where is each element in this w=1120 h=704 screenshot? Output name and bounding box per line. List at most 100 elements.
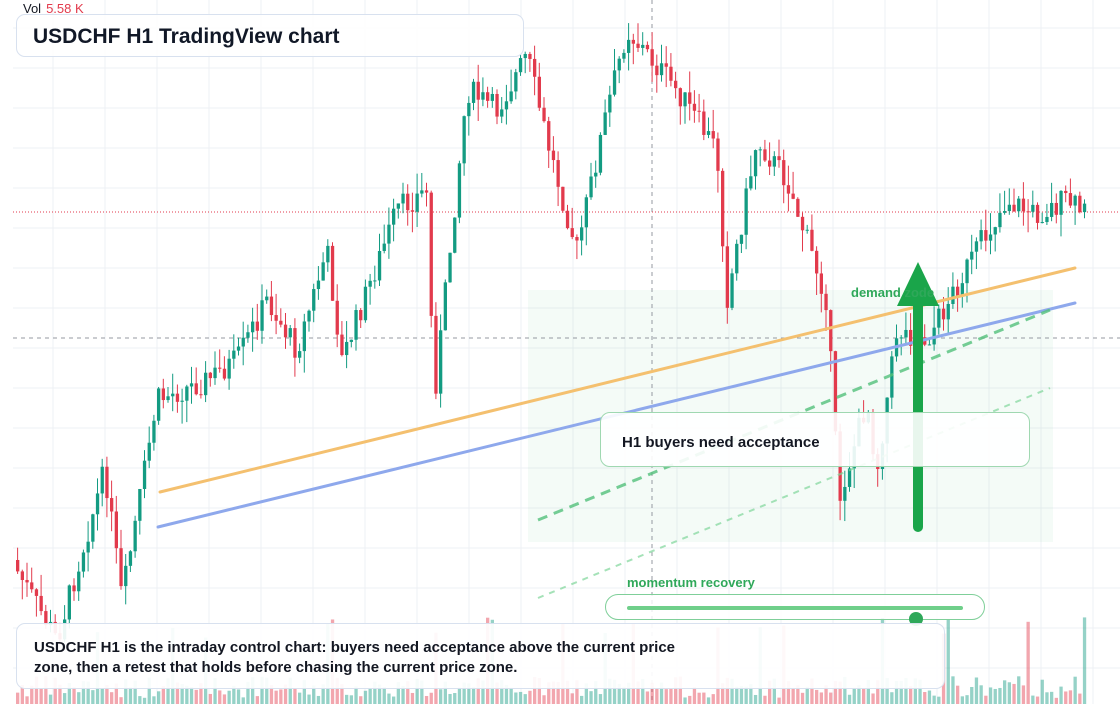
volume-bar: [523, 694, 527, 704]
volume-bar: [730, 678, 734, 704]
candle-body: [241, 337, 245, 347]
volume-bar: [58, 684, 62, 704]
volume-bar: [185, 685, 189, 704]
candle-body: [392, 208, 396, 225]
volume-bar: [518, 691, 523, 704]
candle-body: [39, 595, 43, 612]
volume-bar: [612, 679, 617, 704]
volume-bar: [894, 680, 899, 704]
volume-bar: [622, 686, 626, 704]
candle-body: [128, 551, 133, 566]
volume-bar: [509, 687, 513, 704]
candle-body: [786, 185, 791, 194]
volume-bar: [617, 683, 621, 704]
candle-body: [377, 250, 382, 281]
volume-bar: [208, 693, 212, 704]
volume-bar: [815, 689, 819, 704]
candle-body: [105, 466, 109, 499]
candle-body: [777, 156, 781, 161]
candle-body: [565, 210, 570, 229]
volume-bar: [1064, 691, 1068, 704]
volume-bar: [974, 677, 979, 704]
candle-body: [91, 514, 95, 542]
candle-body: [819, 273, 823, 294]
volume-bar: [627, 682, 631, 704]
volume-bar: [547, 682, 551, 704]
volume-bar: [866, 679, 870, 704]
volume-bar: [876, 680, 880, 704]
volume-bar: [504, 684, 509, 704]
candle-body: [1045, 216, 1049, 223]
candle-body: [843, 486, 847, 501]
volume-bar: [373, 681, 377, 704]
volume-bar: [424, 695, 429, 704]
candle-body: [222, 368, 227, 379]
candle-body: [1078, 195, 1082, 213]
volume-bar: [448, 693, 452, 704]
candle-body: [157, 388, 161, 421]
candle-body: [1026, 211, 1030, 213]
candle-body: [114, 511, 118, 549]
volume-bar: [674, 677, 678, 704]
candle-body: [185, 386, 189, 401]
volume-bar: [1035, 696, 1040, 704]
volume-bar: [824, 685, 828, 704]
candle-body: [514, 72, 518, 92]
volume-bar: [965, 695, 969, 704]
volume-bar: [105, 685, 109, 704]
volume-bar: [119, 697, 123, 704]
candle-body: [448, 252, 452, 283]
volume-bar: [706, 697, 711, 704]
candle-body: [382, 243, 386, 251]
candle-body: [481, 92, 485, 100]
candle-body: [307, 310, 311, 322]
candle-body: [993, 227, 997, 235]
volume-bar: [476, 678, 480, 704]
candle-body: [504, 101, 509, 110]
candle-body: [396, 203, 400, 209]
candle-body: [486, 92, 490, 101]
candle-body: [495, 93, 499, 117]
candle-body: [1064, 190, 1068, 194]
candle-body: [815, 250, 819, 274]
volume-bar: [904, 678, 908, 704]
candle-body: [753, 150, 758, 177]
candle-body: [1031, 204, 1035, 212]
volume-bar: [1073, 676, 1077, 704]
volume-bar: [48, 694, 53, 704]
volume-bar: [161, 686, 165, 704]
volume-bar: [279, 689, 283, 704]
candle-body: [25, 579, 29, 583]
volume-bar: [753, 694, 758, 704]
volume-bar: [951, 676, 955, 704]
volume-bar: [847, 694, 852, 704]
volume-bar: [735, 686, 739, 704]
candle-body: [542, 107, 546, 122]
candle-body: [316, 280, 321, 290]
candle-body: [1007, 204, 1011, 212]
candle-body: [678, 88, 682, 107]
volume-bar: [899, 680, 903, 704]
candle-body: [204, 372, 208, 396]
volume-bar: [316, 695, 321, 704]
volume-bar: [636, 681, 640, 704]
volume-bar: [406, 681, 410, 704]
candle-body: [265, 296, 269, 301]
volume-bar: [650, 682, 654, 704]
candle-body: [1017, 198, 1021, 212]
candle-body: [321, 262, 325, 281]
candle-body: [551, 150, 556, 161]
candle-body: [100, 466, 104, 494]
candle-body: [580, 227, 584, 241]
volume-bar: [993, 688, 997, 704]
candle-body: [246, 332, 250, 338]
candle-body: [443, 282, 447, 331]
volume-bar: [608, 678, 612, 704]
volume-bar: [1059, 686, 1063, 704]
candle-body: [232, 350, 236, 359]
candle-body: [199, 394, 203, 396]
volume-bar: [443, 681, 447, 704]
volume-bar: [133, 680, 137, 704]
candle-body: [523, 53, 527, 59]
volume-bar: [805, 686, 809, 704]
